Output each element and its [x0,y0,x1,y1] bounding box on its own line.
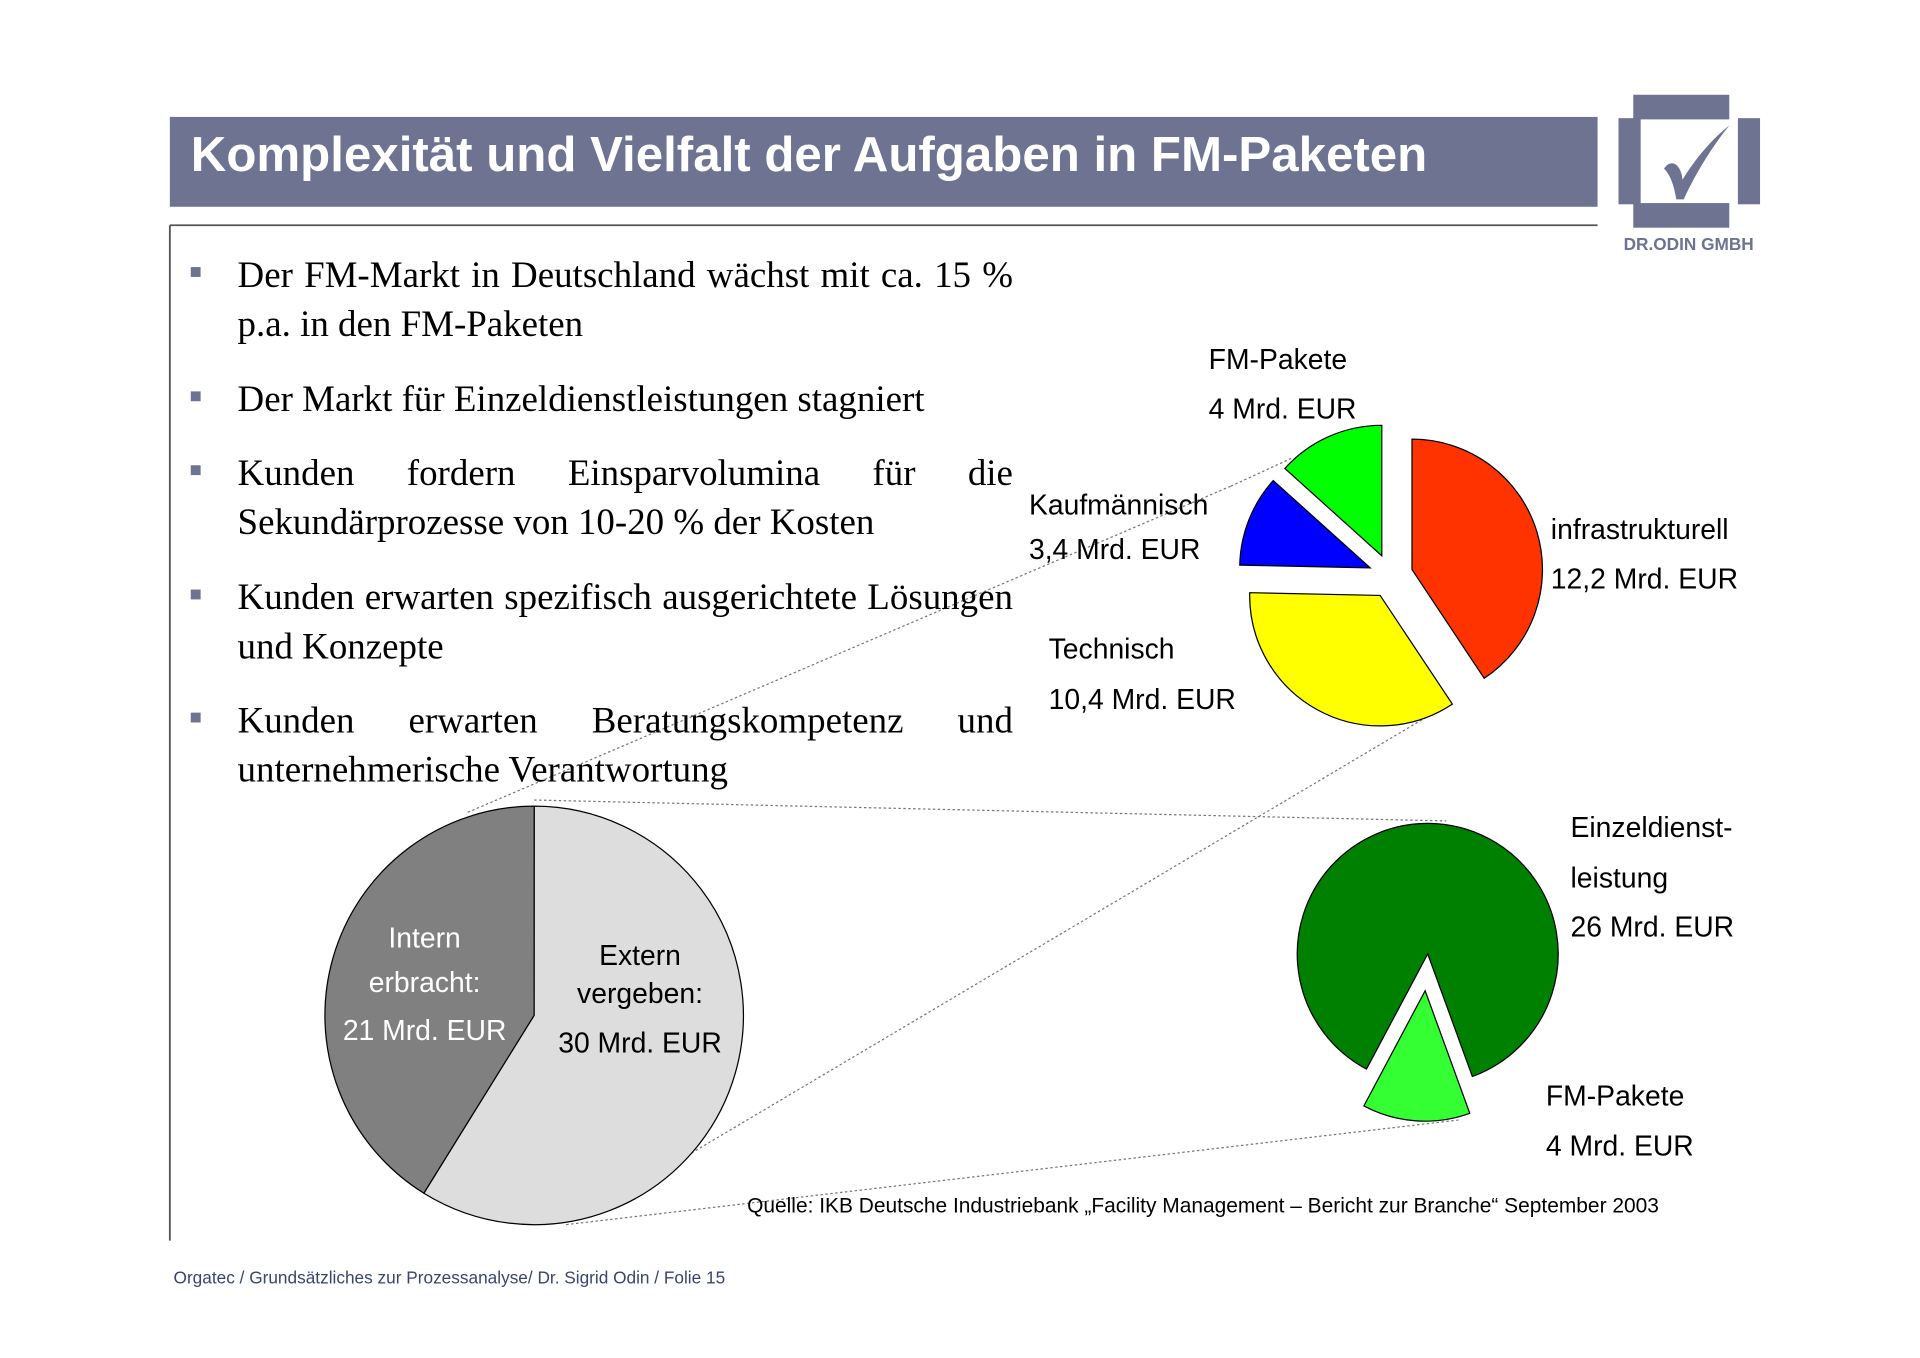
label-intern-value: 21 Mrd. EUR [342,1014,507,1047]
label-einzeldienst-value: 26 Mrd. EUR [1570,910,1735,943]
logo-text: DR.ODIN GMBH [1624,234,1754,254]
bullet-marker [190,391,201,402]
label-kaufmaennisch-value: 3,4 Mrd. EUR [1028,532,1201,565]
bullet-marker [190,712,201,723]
label-einzeldienst-sub: leistung [1570,861,1669,894]
bullet-text: Der FM-Markt in Deutschland wächst mit c… [237,254,1013,345]
label-technisch-value: 10,4 Mrd. EUR [1048,683,1236,716]
label-intern-sub: erbracht: [368,966,481,999]
bullet-marker [190,267,201,277]
bullet-text: Kunden erwarten spezifisch ausgerichtete… [237,577,1013,668]
label-fm-pakete-value: 4 Mrd. EUR [1208,392,1357,425]
label-extern-value: 30 Mrd. EUR [558,1026,722,1059]
label-infrastrukturell: infrastrukturell [1550,513,1729,546]
slide-title: Komplexität und Vielfalt der Aufgaben in… [190,128,1428,183]
footer: Orgatec / Grundsätzliches zur Prozessana… [173,1267,726,1288]
pie-slice [1411,438,1544,680]
pie-slice [1283,424,1383,558]
label-einzeldienst: Einzeldienst- [1570,811,1733,844]
label-infrastrukturell-value: 12,2 Mrd. EUR [1550,562,1739,595]
label-extern: Extern [599,939,681,972]
bullet-text: Kunden erwarten Beratungskompetenz und u… [237,700,1013,791]
pie-slice [324,805,535,1195]
label-fm-pakete-2: FM-Pakete [1545,1079,1685,1112]
label-technisch: Technisch [1048,632,1175,665]
label-intern: Intern [388,921,461,954]
pie-slice [1249,592,1454,727]
label-fm-pakete: FM-Pakete [1208,343,1348,376]
label-fm-pakete-2-value: 4 Mrd. EUR [1545,1129,1694,1162]
connector-lines [467,457,1459,1226]
pie-slice [1363,989,1471,1122]
bullet-text: Kunden fordern Einsparvolumina für die S… [237,452,1013,543]
bullet-text: Der Markt für Einzeldienstleistungen sta… [237,379,925,420]
pie-slice [1296,822,1559,1078]
label-kaufmaennisch: Kaufmännisch [1028,488,1209,521]
bullet-marker [190,465,201,476]
title-bar [169,116,1598,207]
bullet-marker [190,589,201,600]
source-note: Quelle: IKB Deutsche Industriebank „Faci… [747,1193,1659,1218]
pie-slice [423,805,744,1226]
label-extern-sub: vergeben: [577,977,703,1010]
checkmark-icon [1618,94,1761,228]
pie-slice [1239,479,1372,569]
